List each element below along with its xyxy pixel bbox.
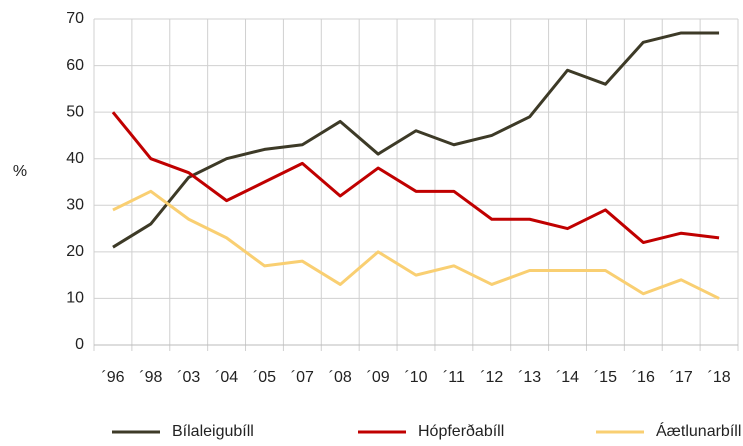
legend-label: Áætlunarbíll	[656, 421, 741, 440]
x-tick-label: ´96	[101, 369, 124, 386]
y-tick-label: 30	[66, 197, 84, 214]
x-tick-label: ´13	[518, 369, 541, 386]
x-tick-label: ´10	[404, 369, 427, 386]
x-tick-label: ´08	[329, 369, 352, 386]
y-tick-label: 10	[66, 290, 84, 307]
x-tick-label: ´09	[367, 369, 390, 386]
x-tick-label: ´18	[707, 369, 730, 386]
y-tick-label: 20	[66, 243, 84, 260]
legend-label: Hópferðabíll	[418, 423, 504, 440]
x-tick-label: ´04	[215, 369, 238, 386]
x-tick-label: ´16	[632, 369, 655, 386]
x-tick-label: ´11	[443, 369, 465, 386]
x-tick-label: ´03	[177, 369, 200, 386]
legend-label: Bílaleigubíll	[172, 423, 254, 440]
y-tick-label: 40	[66, 150, 84, 167]
line-series	[112, 189, 720, 300]
y-tick-label: 50	[66, 103, 84, 120]
y-tick-label: 70	[66, 10, 84, 27]
y-tick-label: 0	[75, 336, 84, 353]
y-axis-label: %	[13, 163, 27, 180]
x-tick-label: ´15	[594, 369, 617, 386]
x-tick-label: ´14	[556, 369, 579, 386]
x-tick-label: ´07	[291, 369, 314, 386]
x-tick-label: ´17	[670, 369, 693, 386]
line-series	[112, 31, 720, 249]
x-tick-label: ´12	[480, 369, 503, 386]
y-tick-label: 60	[66, 57, 84, 74]
x-tick-label: ´98	[139, 369, 162, 386]
x-tick-label: ´05	[253, 369, 276, 386]
line-series	[111, 111, 720, 245]
